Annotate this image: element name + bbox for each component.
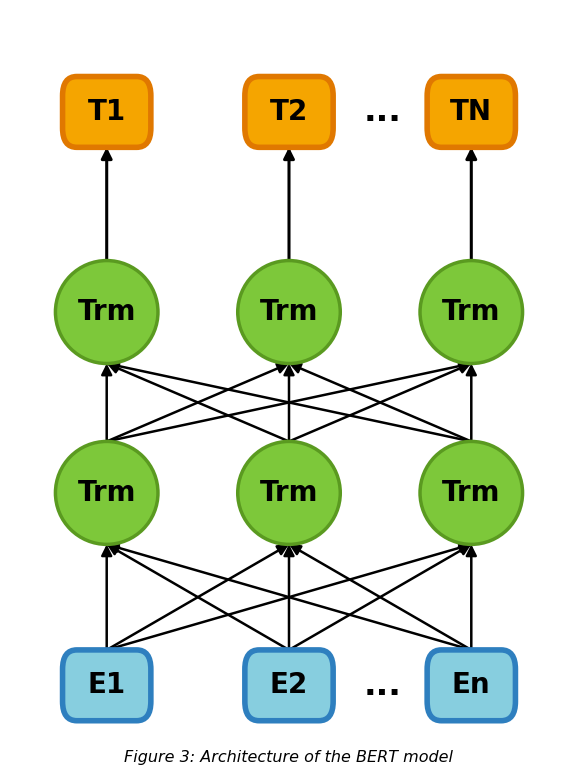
Ellipse shape — [238, 261, 340, 363]
Text: E2: E2 — [270, 671, 308, 699]
FancyBboxPatch shape — [62, 650, 151, 720]
Text: Trm: Trm — [260, 298, 318, 326]
Text: ...: ... — [364, 669, 402, 702]
Text: Trm: Trm — [77, 298, 136, 326]
Ellipse shape — [55, 261, 158, 363]
Text: Trm: Trm — [442, 479, 501, 507]
FancyBboxPatch shape — [62, 76, 151, 147]
Text: T2: T2 — [270, 98, 308, 126]
Text: T1: T1 — [88, 98, 126, 126]
FancyBboxPatch shape — [427, 76, 516, 147]
Ellipse shape — [420, 261, 523, 363]
Ellipse shape — [420, 441, 523, 545]
Text: Figure 3: Architecture of the BERT model: Figure 3: Architecture of the BERT model — [124, 749, 454, 765]
Text: ...: ... — [364, 96, 402, 128]
Ellipse shape — [238, 441, 340, 545]
FancyBboxPatch shape — [245, 76, 333, 147]
Text: E1: E1 — [88, 671, 126, 699]
Text: Trm: Trm — [77, 479, 136, 507]
Text: Trm: Trm — [260, 479, 318, 507]
Ellipse shape — [55, 441, 158, 545]
FancyBboxPatch shape — [245, 650, 333, 720]
Text: En: En — [452, 671, 491, 699]
FancyBboxPatch shape — [427, 650, 516, 720]
Text: Trm: Trm — [442, 298, 501, 326]
Text: TN: TN — [450, 98, 492, 126]
